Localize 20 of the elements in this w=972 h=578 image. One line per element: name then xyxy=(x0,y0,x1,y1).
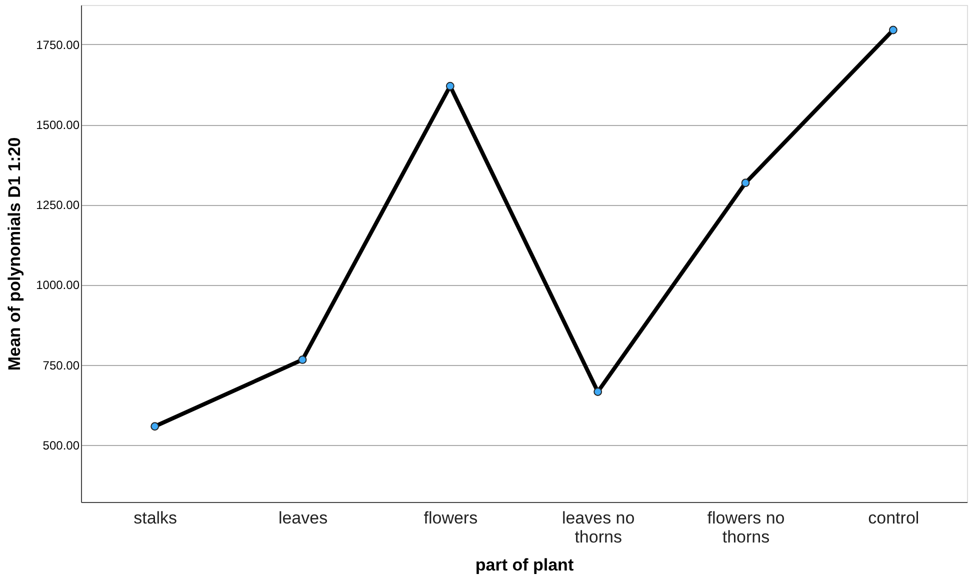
y-axis-title: Mean of polynomials D1 1:20 xyxy=(5,137,24,371)
point xyxy=(888,26,898,34)
x-tick-label: flowers no thorns xyxy=(707,508,785,546)
y-tick-label: 1750.00 xyxy=(36,38,80,52)
point xyxy=(741,178,750,188)
y-tick-label: 500.00 xyxy=(42,438,80,452)
x-tick-label: flowers xyxy=(424,508,478,528)
x-tick-label: leaves no thorns xyxy=(562,508,635,546)
point xyxy=(298,356,307,364)
x-tick-label: control xyxy=(868,508,920,528)
x-tick-label: leaves xyxy=(278,508,328,528)
y-tick-label: 1000.00 xyxy=(36,278,80,292)
y-tick-label: 750.00 xyxy=(42,358,80,372)
point xyxy=(150,422,160,431)
y-tick-label: 1250.00 xyxy=(36,198,80,212)
point xyxy=(594,388,602,396)
point xyxy=(446,82,454,90)
x-axis-title: part of plant xyxy=(475,556,574,574)
y-tick-label: 1500.00 xyxy=(36,118,80,132)
x-tick-label: stalks xyxy=(134,508,178,528)
